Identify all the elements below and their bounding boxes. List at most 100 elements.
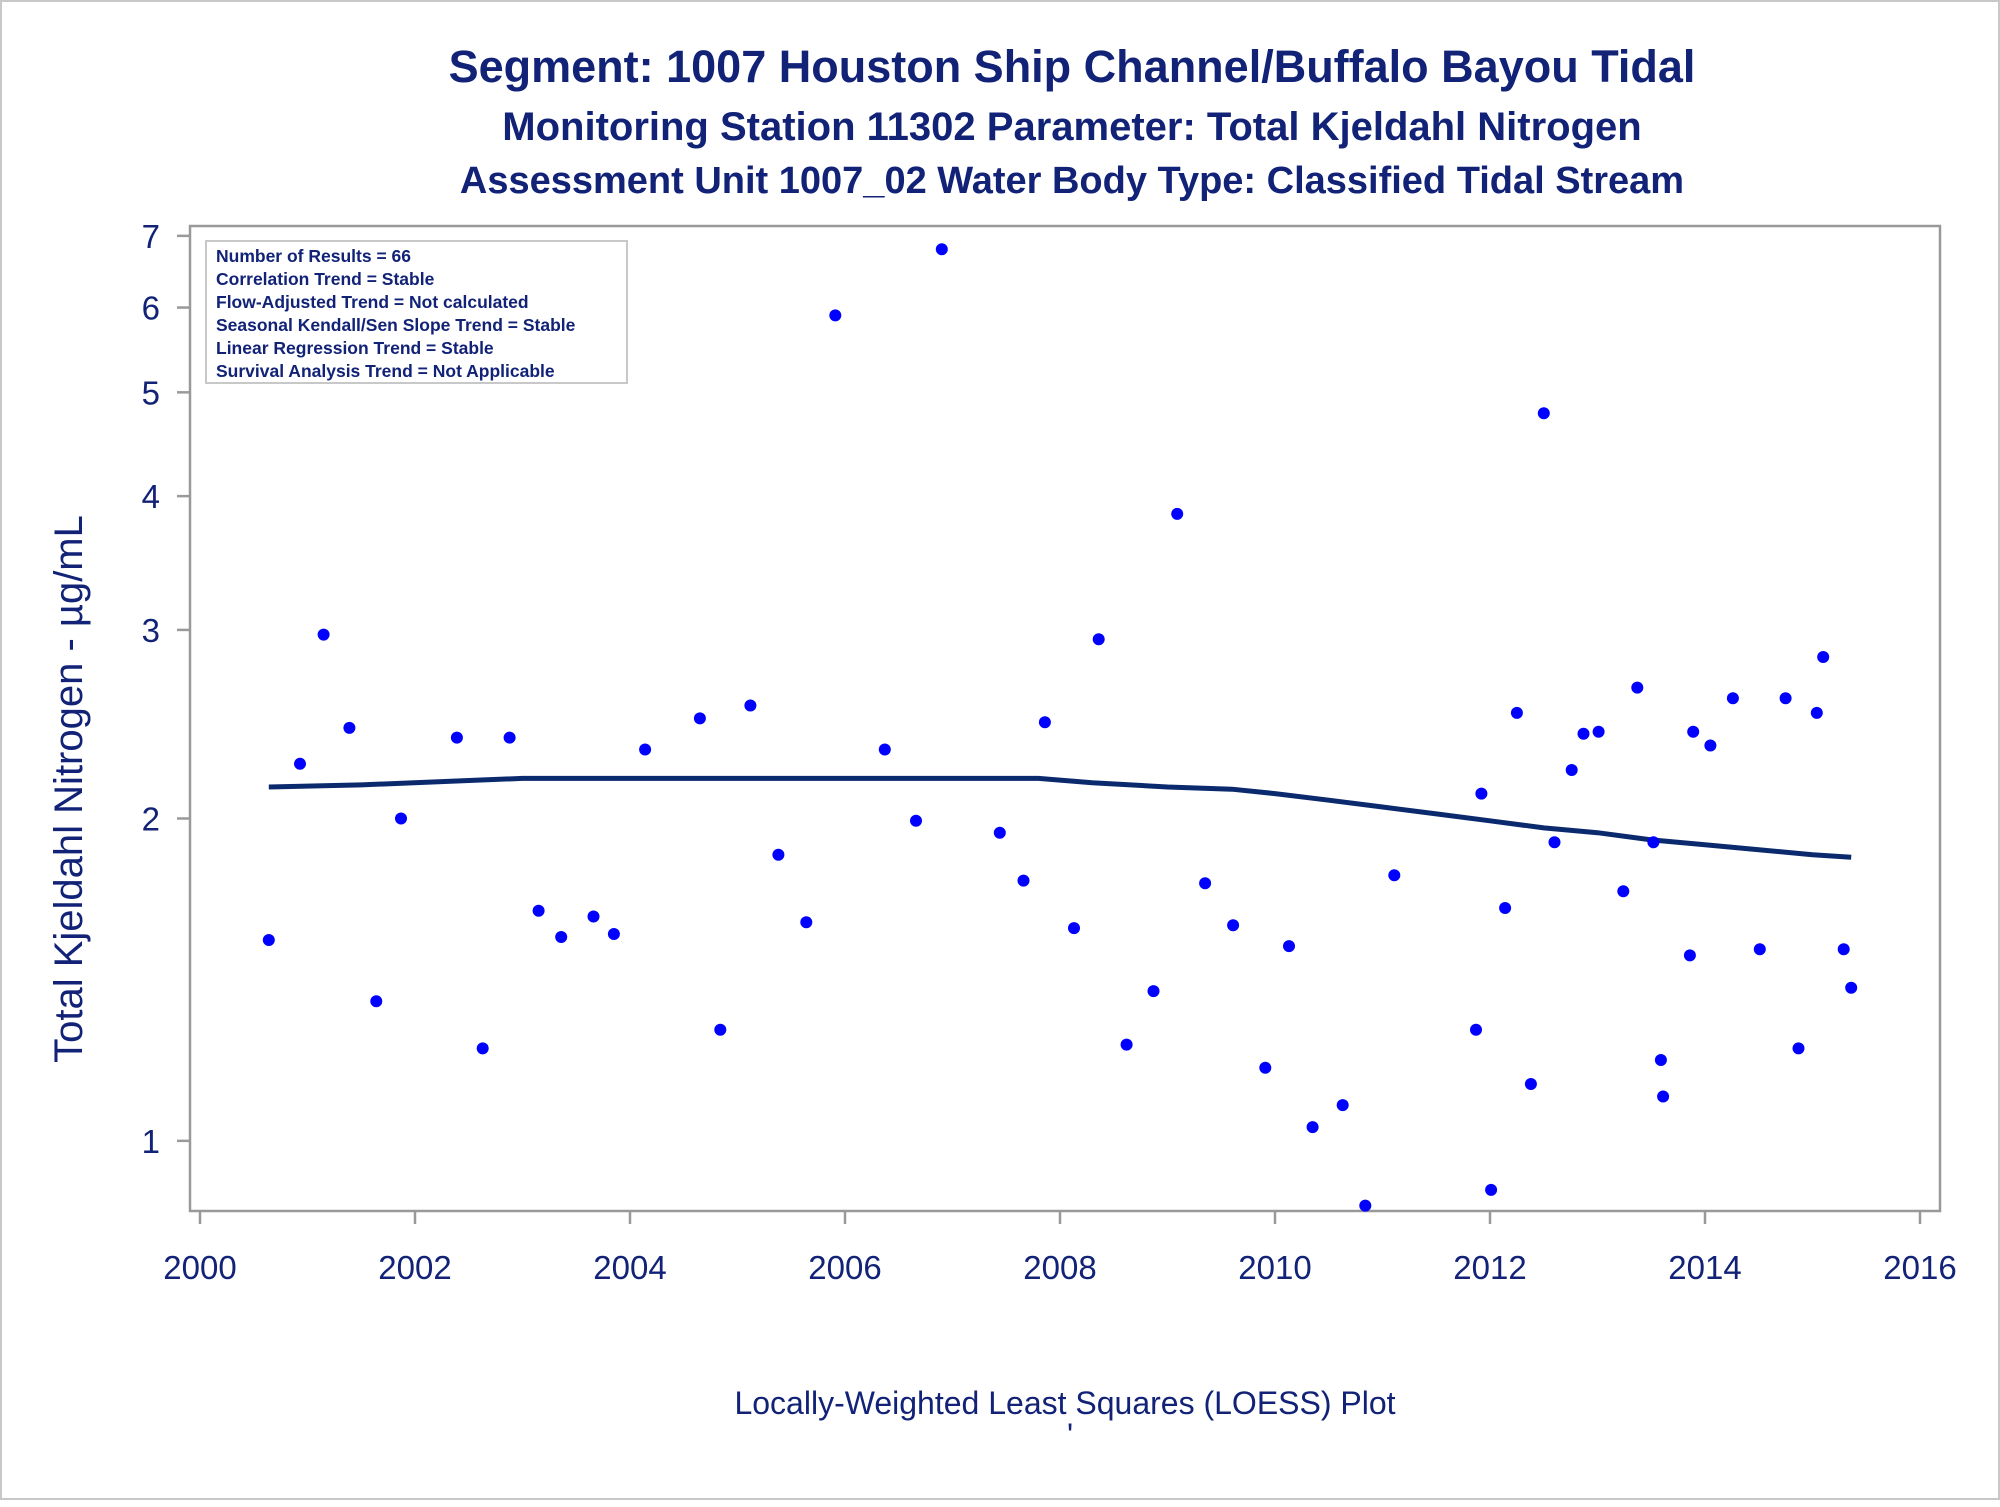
data-point [693,712,706,725]
chart-title: Segment: 1007 Houston Ship Channel/Buffa… [449,41,1696,92]
data-point [395,812,407,825]
stats-lines: Number of Results = 66 Correlation Trend … [216,246,576,381]
data-point [1524,1078,1537,1090]
data-point [1810,706,1823,719]
data-point [714,1023,727,1036]
stats-line: Correlation Trend = Stable [216,269,435,289]
data-point [829,309,842,322]
data-point [1259,1061,1272,1074]
data-point [1336,1099,1349,1112]
data-point [1359,1199,1372,1212]
data-point [1753,943,1766,956]
data-point [450,731,463,744]
x-tick-label: 2000 [163,1249,236,1286]
data-point [503,731,516,744]
x-tick-label: 2012 [1453,1249,1526,1286]
data-point [1120,1038,1133,1051]
y-axis: 1 2 3 4 5 6 7 [142,218,190,1160]
data-point [1470,1023,1482,1036]
data-point [1537,407,1550,420]
data-point [1283,940,1295,953]
footnote: Locally-Weighted Least Squares (LOESS) P… [734,1385,1395,1421]
y-tick-label: 1 [142,1123,160,1160]
loess-curve [268,775,1852,860]
stats-box [205,240,628,384]
x-tick-label: 2002 [378,1249,451,1286]
data-point [1485,1183,1498,1196]
data-point [772,848,785,861]
data-point [1475,787,1488,800]
data-point [639,743,652,756]
data-point [317,628,330,641]
data-point [878,743,891,756]
data-point [1171,507,1184,520]
data-point [1657,1090,1670,1103]
data-point [1017,874,1030,887]
chart-subtitle-2: Assessment Unit 1007_02 Water Body Type:… [460,160,1684,202]
data-point [1577,727,1590,740]
data-point [1199,877,1212,890]
data-point [1817,651,1830,663]
data-point [343,721,356,734]
y-tick-label: 2 [142,800,160,837]
y-tick-label: 4 [142,478,160,515]
data-point [1647,836,1660,849]
data-point [1388,869,1401,882]
data-point [1779,692,1792,705]
data-point [1499,902,1512,914]
data-point [1631,681,1644,694]
data-point [294,757,306,770]
chart-subtitle: Monitoring Station 11302 Parameter: Tota… [502,105,1641,149]
data-points [262,243,1858,1212]
plot-area [188,224,1942,1213]
data-point [555,931,568,943]
stats-line: Number of Results = 66 [216,246,411,266]
data-point [800,916,813,929]
data-point [532,904,545,917]
data-point [1726,692,1739,705]
data-point [262,934,275,946]
data-point [607,928,620,940]
stats-line: Flow-Adjusted Trend = Not calculated [216,292,529,312]
y-tick-label: 6 [142,290,160,327]
data-point [1548,836,1561,849]
data-point [1510,706,1523,719]
data-point [744,699,757,712]
data-point [993,826,1006,839]
x-axis: 2000 2002 2004 2006 2008 2010 2012 2014 2016 [163,1211,1957,1286]
data-point [935,243,948,256]
data-point [1592,725,1605,738]
x-tick-label: 2014 [1668,1249,1741,1286]
data-point [1687,725,1700,738]
data-point [1565,764,1578,776]
data-point [1792,1042,1805,1055]
x-tick-label: 2010 [1238,1249,1311,1286]
y-axis-label: Total Kjeldahl Nitrogen - µg/mL [47,515,91,1063]
data-point [1147,985,1160,998]
data-point [1837,943,1850,956]
x-tick-label: 2004 [593,1249,666,1286]
y-tick-label: 3 [142,612,160,649]
data-point [1683,949,1696,962]
data-point [370,995,383,1008]
data-point [476,1042,489,1055]
y-tick-label: 5 [142,374,160,411]
data-point [1038,716,1051,729]
data-point [1654,1054,1667,1066]
data-point [910,814,922,827]
data-point [1704,739,1717,752]
data-point [1068,922,1080,935]
data-point [1845,981,1858,994]
x-tick-label: 2016 [1883,1249,1956,1286]
data-point [1227,919,1240,932]
y-tick-label: 7 [142,218,160,255]
x-tick-label: 2006 [808,1249,881,1286]
stats-line: Linear Regression Trend = Stable [216,338,494,358]
stats-line: Survival Analysis Trend = Not Applicable [216,361,555,381]
stats-line: Seasonal Kendall/Sen Slope Trend = Stabl… [216,315,576,335]
data-point [1617,885,1630,898]
x-tick-label: 2008 [1023,1249,1096,1286]
data-point [1306,1121,1319,1134]
